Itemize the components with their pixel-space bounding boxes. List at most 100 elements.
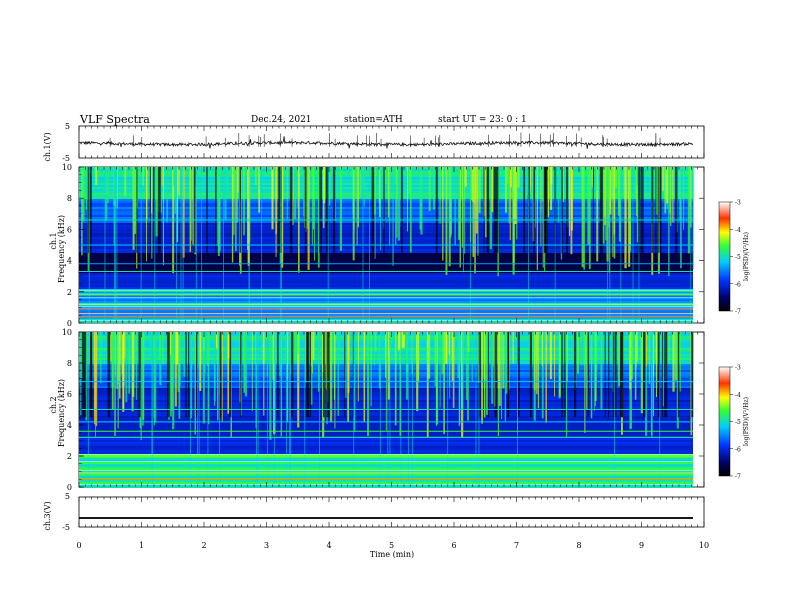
sferic-streak [464,167,467,187]
colorbar-tick-label: -7 [735,474,741,481]
dark-column [185,332,187,418]
x-tick-label: 5 [389,541,394,550]
sferic-streak [687,167,691,254]
sferic-streak [263,332,265,416]
sferic-streak [224,167,227,220]
ch1-spectrogram-image [79,167,695,323]
x-tick-label: 0 [76,541,81,550]
dark-column [657,332,660,418]
dark-column [487,332,489,418]
sferic-streak [582,332,586,366]
sferic-streak [116,167,118,209]
sferic-streak [445,332,448,365]
colorbar-tick-label: -3 [735,365,741,372]
spec-row [79,305,693,307]
dark-column [149,167,151,253]
sferic-streak [387,332,390,400]
sferic-streak [397,167,401,241]
station-label: station=ATH [344,115,403,125]
spec-row [79,249,693,251]
ch1-ytick-bottom: -5 [62,154,70,163]
spec-row [79,281,693,283]
spec-row [79,197,693,199]
spec-row [79,297,693,299]
sferic-streak [509,167,511,241]
spec-row [79,456,693,458]
sferic-streak [662,332,665,407]
ch1-colorbar: -3 -4 -5 -6 -7 log(PSD)(V²/Hz) [718,200,750,316]
sferic-streak [202,332,205,351]
sferic-streak [410,167,412,253]
x-tick-label: 10 [699,541,709,550]
sferic-streak [504,332,506,422]
sferic-streak [134,167,137,234]
dark-column [486,167,489,253]
ch2-ylabel-line2: Frequency (kHz) [57,379,66,447]
sferic-streak [286,332,289,423]
dark-column [566,167,569,253]
sferic-streak [448,332,451,355]
sferic-streak [439,167,441,224]
sferic-streak [93,332,96,425]
sferic-streak [554,332,556,397]
x-tick-label: 2 [201,541,206,550]
sferic-streak [312,167,315,230]
sferic-streak [392,167,394,266]
dark-column [507,332,509,418]
sferic-streak [281,167,284,268]
dark-column [638,167,641,253]
dark-column [304,167,307,253]
spec-row [79,486,693,488]
sferic-streak [636,167,639,243]
ch3-ytick-top: 5 [65,492,70,501]
sferic-streak [478,167,481,213]
sferic-streak [329,167,331,206]
colorbar-tick-label: -4 [735,392,741,399]
sferic-streak [590,332,593,419]
sferic-streak [271,167,274,230]
dark-column [643,332,646,418]
sferic-streak [508,167,510,224]
dark-column [107,332,111,418]
spec-row [79,277,693,279]
sferic-streak [217,332,219,421]
sferic-streak [420,167,423,235]
spec-row [79,476,693,478]
sferic-streak [312,332,314,374]
time-axis: 0 1 2 3 4 5 6 7 8 9 10 [76,126,709,550]
sferic-streak [337,332,339,416]
sferic-streak [100,332,102,384]
spec-row [79,199,693,201]
sferic-streak [652,332,654,417]
sferic-streak [631,332,633,380]
sferic-streak [584,332,586,433]
dark-column [152,167,156,253]
sferic-streak [565,332,568,438]
y-tick-label: 2 [67,288,72,297]
sferic-streak [670,167,672,226]
spec-row [79,267,693,269]
sferic-streak [81,167,83,256]
sferic-streak [174,167,177,214]
colorbar-gradient [718,366,731,477]
ch2-ylabel-line1: ch.2 [49,396,58,413]
x-tick-label: 8 [576,541,581,550]
dark-column [307,332,310,418]
sferic-streak [433,167,436,210]
spec-row [79,450,693,452]
sferic-streak [596,167,598,191]
sferic-streak [344,332,347,398]
sferic-streak [618,167,622,242]
spec-row [79,233,693,235]
start-ut-label: start UT = 23: 0 : 1 [438,115,527,125]
sferic-streak [580,332,582,366]
sferic-streak [227,332,230,414]
sferic-streak [194,167,197,186]
sferic-streak [352,167,355,261]
sferic-streak [458,167,461,241]
sferic-streak [293,167,297,220]
dark-column [621,332,624,418]
sferic-streak [107,167,109,204]
sferic-streak [80,332,82,416]
sferic-streak [514,167,517,225]
